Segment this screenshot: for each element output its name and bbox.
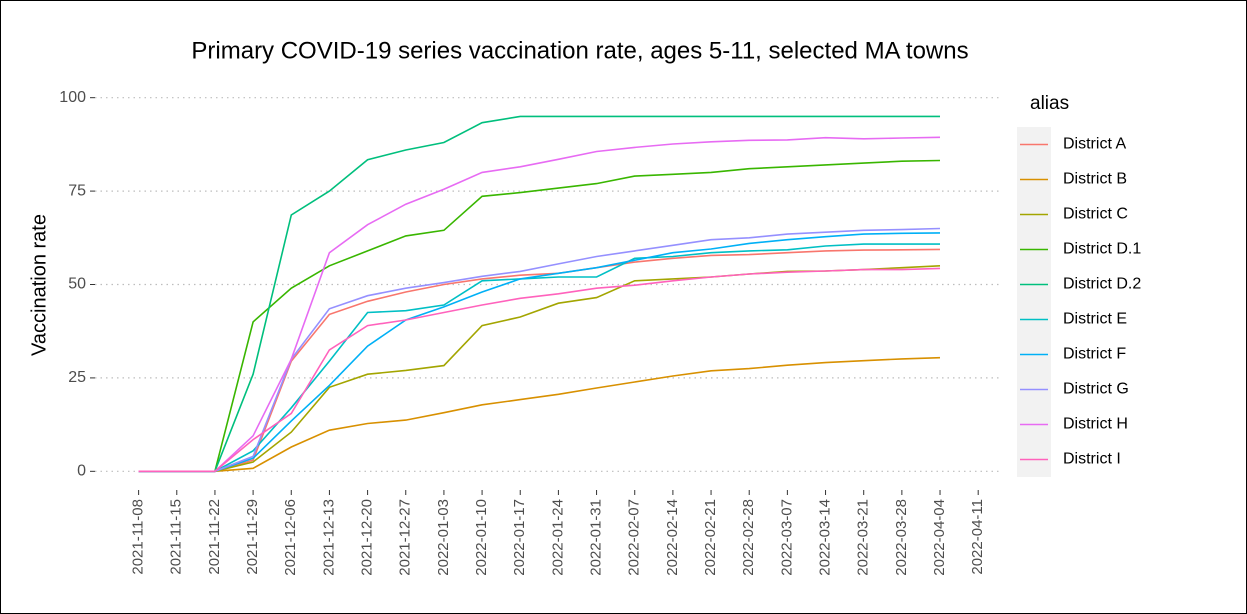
- x-tick-label: 2021-12-13: [320, 499, 337, 576]
- series-line: [138, 159, 941, 473]
- series-line: [138, 227, 941, 473]
- series-line: [138, 248, 941, 473]
- y-tick-label: 25: [68, 369, 86, 386]
- legend-label: District D.2: [1063, 276, 1141, 293]
- x-tick-label: 2021-11-29: [244, 499, 261, 575]
- y-tick-label: 50: [68, 276, 86, 293]
- x-tick-label: 2022-03-07: [778, 499, 795, 576]
- x-tick-label: 2022-02-14: [664, 499, 681, 576]
- x-tick-label: 2022-04-04: [931, 499, 948, 576]
- x-tick-label: 2022-03-28: [893, 499, 910, 576]
- series-line: [138, 115, 940, 473]
- x-tick-label: 2022-01-17: [511, 499, 528, 576]
- series-line: [138, 232, 941, 473]
- x-tick-label: 2021-11-22: [206, 499, 223, 575]
- chart-title: Primary COVID-19 series vaccination rate…: [191, 37, 968, 64]
- legend-label: District A: [1063, 136, 1126, 153]
- x-tick-label: 2022-01-03: [435, 499, 452, 576]
- x-tick-label: 2022-01-10: [473, 499, 490, 576]
- legend-label: District C: [1063, 206, 1128, 223]
- x-tick-label: 2022-01-31: [588, 499, 605, 576]
- series-line: [138, 267, 941, 473]
- x-tick-label: 2021-12-20: [359, 499, 376, 576]
- series-line: [138, 136, 941, 473]
- x-tick-label: 2022-02-28: [740, 499, 757, 576]
- y-tick-label: 0: [77, 463, 86, 480]
- x-tick-label: 2022-02-21: [702, 499, 719, 576]
- x-tick-label: 2021-12-27: [397, 499, 414, 576]
- series-line: [138, 356, 941, 473]
- y-tick-label: 75: [68, 182, 86, 199]
- legend-label: District I: [1063, 451, 1121, 468]
- x-tick-label: 2022-01-24: [549, 499, 566, 576]
- legend-label: District D.1: [1063, 241, 1141, 258]
- x-tick-label: 2022-03-14: [817, 499, 834, 576]
- x-tick-label: 2021-11-08: [130, 499, 147, 575]
- x-tick-label: 2022-02-07: [626, 499, 643, 576]
- legend-label: District G: [1063, 381, 1129, 398]
- legend-label: District B: [1063, 171, 1127, 188]
- legend-key-background: [1017, 127, 1051, 477]
- legend-title: alias: [1030, 93, 1069, 114]
- legend-label: District H: [1063, 416, 1128, 433]
- x-tick-label: 2022-03-21: [855, 499, 872, 576]
- y-tick-label: 100: [59, 89, 86, 106]
- x-tick-label: 2021-12-06: [282, 499, 299, 576]
- legend-label: District E: [1063, 311, 1127, 328]
- x-tick-label: 2022-04-11: [969, 499, 986, 575]
- legend-label: District F: [1063, 346, 1126, 363]
- series-line: [138, 243, 940, 473]
- x-tick-label: 2021-11-15: [168, 499, 185, 575]
- y-axis-label: Vaccination rate: [28, 214, 50, 356]
